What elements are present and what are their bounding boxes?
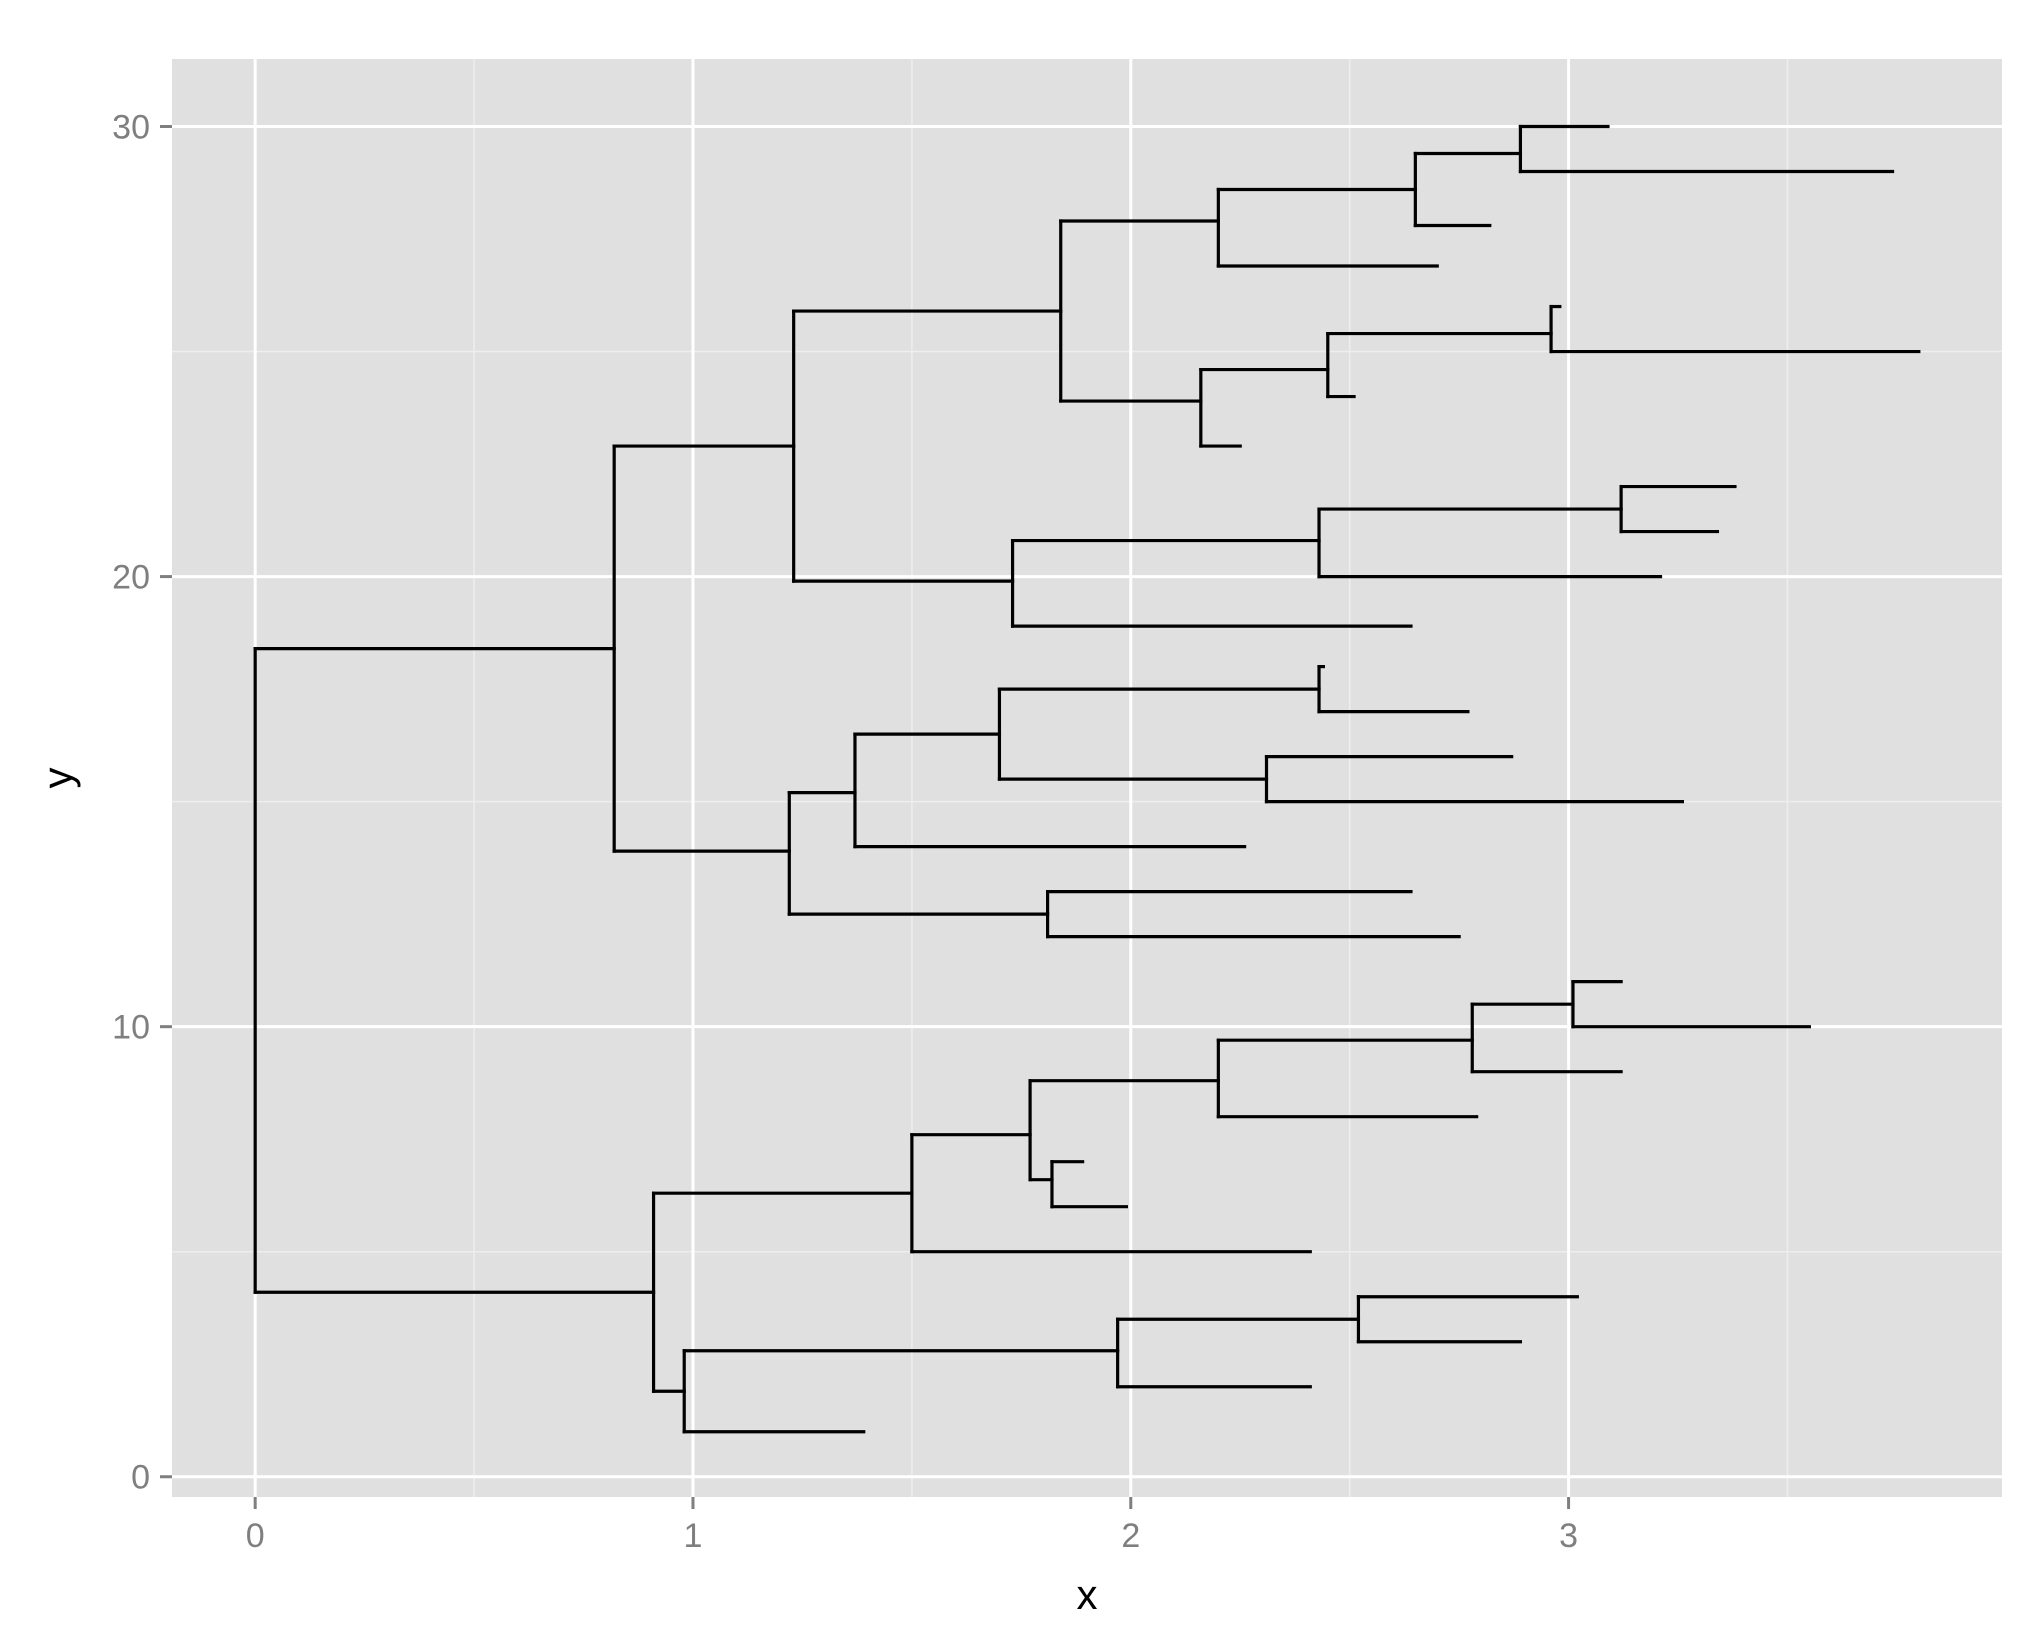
x-tick-label: 2 [1121,1517,1140,1555]
y-axis: 0 10 20 30 [112,109,172,1497]
x-axis: 0 1 2 3 [246,1497,1578,1555]
x-axis-title: x [1077,1571,1098,1618]
y-tick-label: 20 [112,559,150,597]
y-tick-label: 0 [131,1459,150,1497]
y-tick-label: 10 [112,1009,150,1047]
y-tick-label: 30 [112,109,150,147]
x-tick-label: 1 [684,1517,703,1555]
x-tick-label: 0 [246,1517,265,1555]
tree-segments [253,124,1921,1434]
y-axis-title: y [34,768,81,789]
x-tick-label: 3 [1559,1517,1578,1555]
